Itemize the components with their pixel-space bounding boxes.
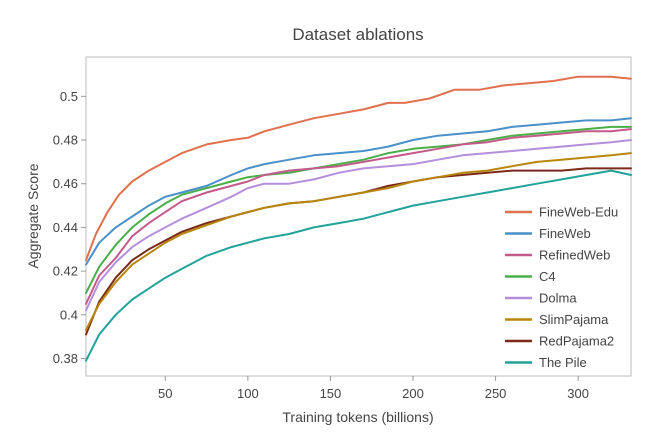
y-tick-label: 0.48	[53, 133, 78, 148]
x-axis: 50 100 150 200 250 300	[158, 376, 589, 401]
chart-title: Dataset ablations	[292, 25, 423, 44]
legend-label-c4: C4	[539, 269, 556, 284]
y-tick-label: 0.38	[53, 351, 78, 366]
series-line-dolma	[85, 139, 632, 312]
legend-label-dolma: Dolma	[539, 291, 577, 306]
x-tick-label: 300	[567, 386, 589, 401]
legend-label-fineweb: FineWeb	[539, 226, 591, 241]
series-line-refinedweb	[85, 128, 632, 305]
series-line-slimpajama	[85, 152, 632, 332]
x-tick-label: 250	[485, 386, 507, 401]
series-line-the-pile	[85, 169, 632, 362]
legend-label-fineweb-edu: FineWeb-Edu	[539, 205, 618, 220]
series-layer	[85, 75, 632, 362]
y-tick-label: 0.5	[60, 89, 78, 104]
x-axis-label: Training tokens (billions)	[282, 409, 433, 425]
legend-label-slimpajama: SlimPajama	[539, 312, 609, 327]
x-tick-label: 200	[402, 386, 424, 401]
legend: FineWeb-Edu FineWeb RefinedWeb C4 Dolma SlimP…	[505, 205, 618, 370]
series-line-fineweb-edu	[85, 75, 632, 262]
y-tick-label: 0.44	[53, 220, 78, 235]
legend-label-the-pile: The Pile	[539, 355, 587, 370]
x-tick-label: 150	[320, 386, 342, 401]
x-tick-label: 100	[237, 386, 259, 401]
x-tick-label: 50	[158, 386, 172, 401]
y-tick-label: 0.42	[53, 264, 78, 279]
plot-area-frame	[85, 56, 632, 377]
legend-label-refinedweb: RefinedWeb	[539, 248, 610, 263]
series-line-c4	[85, 125, 632, 294]
y-tick-label: 0.46	[53, 176, 78, 191]
y-axis-label: Aggregate Score	[25, 163, 41, 268]
series-line-fineweb	[85, 117, 632, 266]
y-axis: 0.38 0.4 0.42 0.44 0.46 0.48 0.5	[53, 89, 86, 366]
y-tick-label: 0.4	[60, 307, 78, 322]
legend-label-redpajama2: RedPajama2	[539, 334, 614, 349]
